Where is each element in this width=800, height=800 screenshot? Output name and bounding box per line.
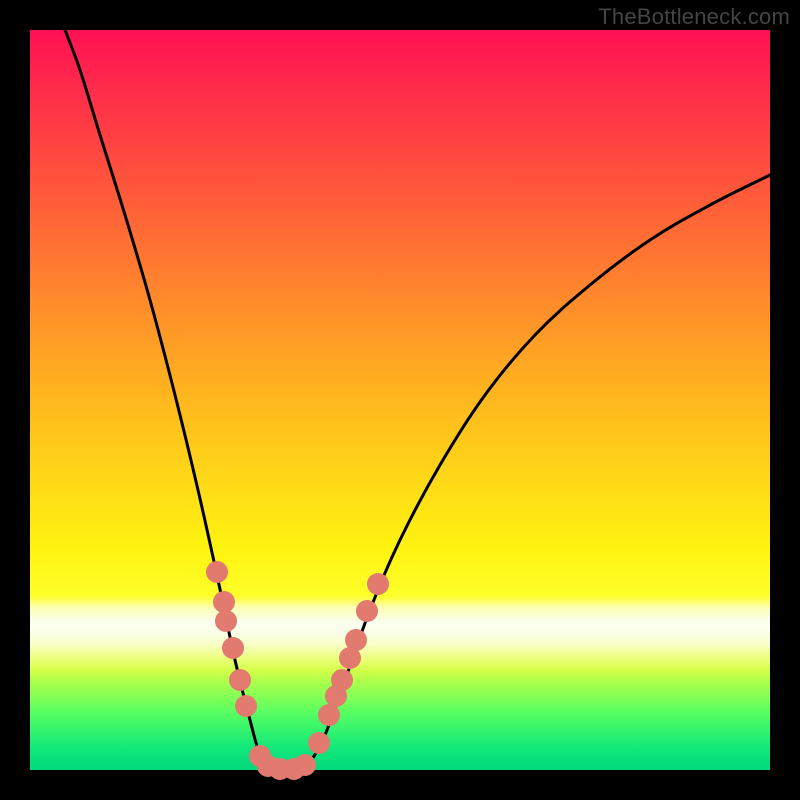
watermark-text: TheBottleneck.com [598, 4, 790, 30]
marker-point [308, 732, 330, 754]
marker-point [345, 629, 367, 651]
marker-point [367, 573, 389, 595]
marker-point [215, 610, 237, 632]
marker-point [318, 704, 340, 726]
chart-container: TheBottleneck.com [0, 0, 800, 800]
marker-point [213, 591, 235, 613]
marker-point [356, 600, 378, 622]
marker-point [222, 637, 244, 659]
bottleneck-chart [0, 0, 800, 800]
marker-point [206, 561, 228, 583]
plot-background [30, 30, 770, 770]
marker-point [235, 695, 257, 717]
marker-point [294, 754, 316, 776]
marker-point [229, 669, 251, 691]
marker-point [331, 669, 353, 691]
